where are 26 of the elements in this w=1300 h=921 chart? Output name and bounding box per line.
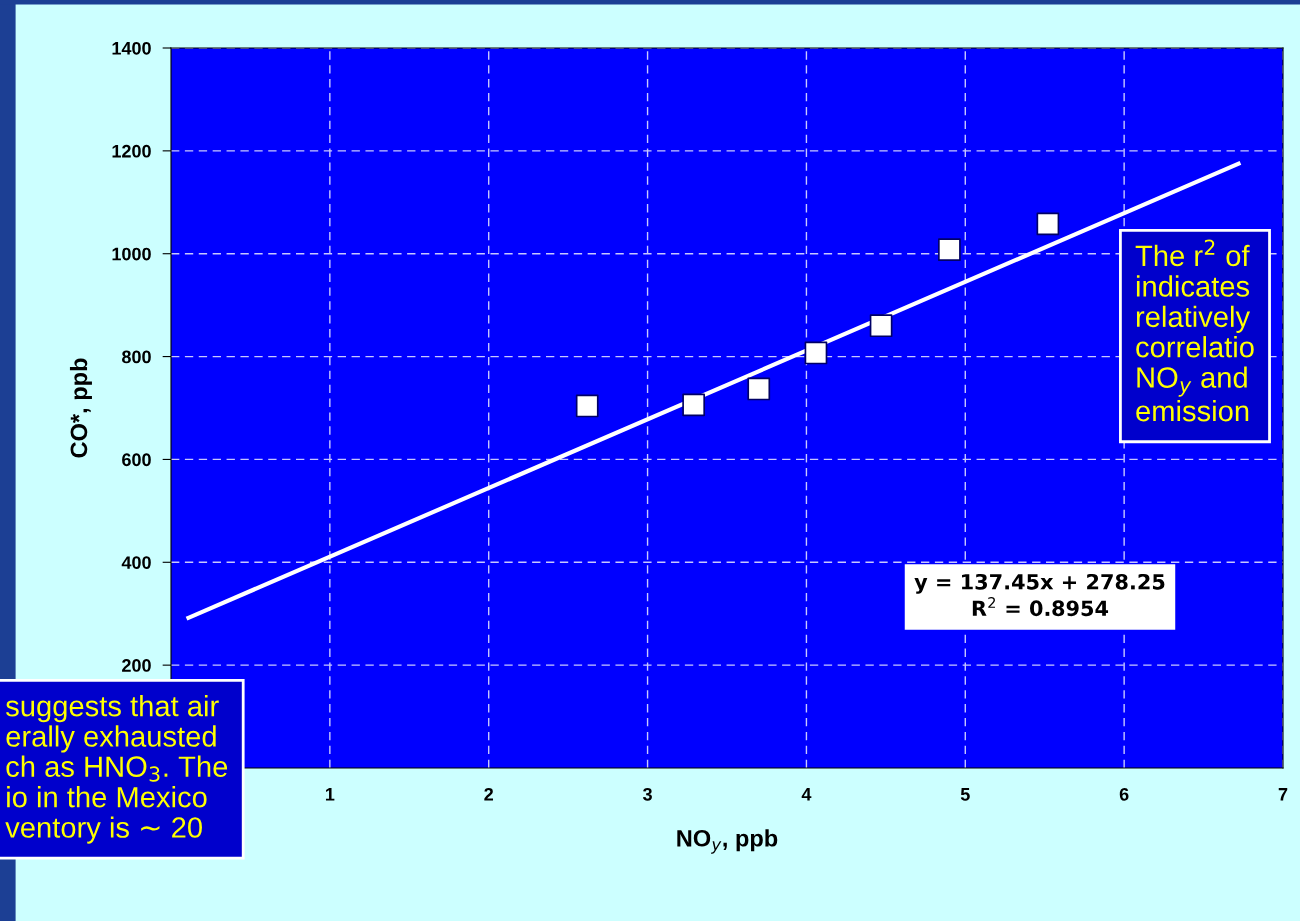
y-tick-label: 1400 — [112, 41, 151, 55]
y-tick-label: 1200 — [112, 144, 151, 158]
y-tick-label: 400 — [121, 556, 151, 570]
y-axis-title: CO*, ppb — [69, 358, 92, 458]
y-tick-label: 800 — [122, 350, 151, 364]
point — [1036, 212, 1060, 236]
y-tick-label: 200 — [122, 659, 151, 672]
annotation: suggests that air erally exhausted ch as HNO$_{3}$. The io in the Mexico ventory is ∼ 20 — [5, 695, 228, 844]
x-tick-label: 4 — [801, 788, 812, 801]
x-tick-label: 7 — [1278, 788, 1288, 801]
point — [682, 393, 706, 417]
x-axis-title: NO$_{y}$, ppb — [677, 829, 778, 854]
x-tick-label: 5 — [960, 788, 970, 801]
point — [575, 394, 599, 418]
x-tick-label: 1 — [325, 788, 335, 801]
annotation: y = 137.45x + 278.25 R$^{2}$ = 0.8954 — [914, 573, 1165, 617]
y-tick-label: 600 — [122, 453, 151, 467]
y-tick-label: 1000 — [112, 247, 151, 261]
text: The r$^{2}$ of indicates relatively correlatio NO$_{y}$ and emission — [1135, 239, 1254, 422]
point — [869, 314, 893, 338]
x-tick-label: 2 — [484, 787, 494, 801]
x-tick-label: 3 — [642, 787, 652, 801]
point — [804, 341, 828, 365]
point — [938, 238, 961, 261]
point — [747, 377, 771, 401]
x-tick-label: 6 — [1119, 787, 1129, 801]
